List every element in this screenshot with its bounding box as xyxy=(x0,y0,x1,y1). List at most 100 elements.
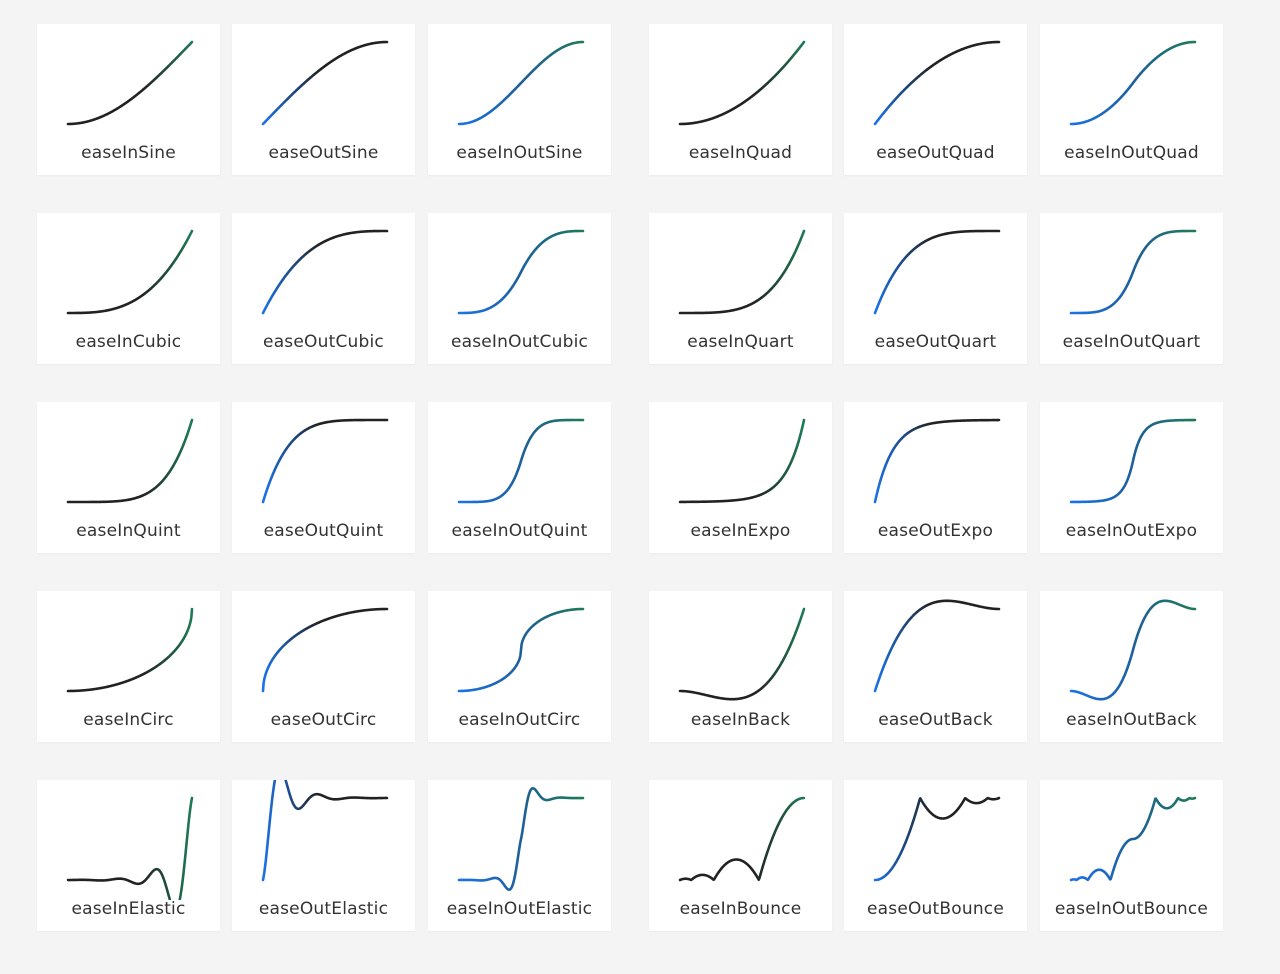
curve-plot xyxy=(457,787,585,891)
easing-curve xyxy=(457,787,585,891)
easing-curve xyxy=(873,418,1001,504)
easing-label: easeInOutCubic xyxy=(450,332,589,352)
curve-plot xyxy=(66,40,194,126)
easing-curve xyxy=(678,607,806,701)
easing-card[interactable]: easeInSine xyxy=(37,24,220,175)
easing-curve xyxy=(261,418,389,504)
easing-curve xyxy=(678,40,806,126)
curve-plot xyxy=(261,418,389,504)
easing-card[interactable]: easeInElastic xyxy=(37,780,220,931)
easing-label: easeInOutQuad xyxy=(1064,143,1199,163)
easing-card[interactable]: easeInOutBounce xyxy=(1040,780,1223,931)
easing-card[interactable]: easeInOutQuart xyxy=(1040,213,1223,364)
curve-plot xyxy=(873,229,1001,315)
easing-card[interactable]: easeInQuart xyxy=(649,213,832,364)
easing-card[interactable]: easeInQuad xyxy=(649,24,832,175)
curve-plot xyxy=(261,607,389,693)
curve-plot xyxy=(678,229,806,315)
easing-label: easeInQuart xyxy=(687,332,794,352)
easing-label: easeInElastic xyxy=(71,899,186,919)
easing-label: easeOutQuart xyxy=(874,332,997,352)
easing-curve xyxy=(457,607,585,693)
easing-card[interactable]: easeOutCirc xyxy=(232,591,415,742)
curve-plot xyxy=(1069,599,1197,701)
easing-label: easeOutQuint xyxy=(263,521,384,541)
easing-label: easeInOutExpo xyxy=(1065,521,1198,541)
easing-curve xyxy=(66,796,194,900)
easing-label: easeInQuint xyxy=(76,521,181,541)
easing-card[interactable]: easeInOutExpo xyxy=(1040,402,1223,553)
easing-card[interactable]: easeOutElastic xyxy=(232,780,415,931)
easing-card[interactable]: easeOutBounce xyxy=(844,780,1027,931)
easing-label: easeInOutElastic xyxy=(446,899,593,919)
easing-card[interactable]: easeOutQuad xyxy=(844,24,1027,175)
easing-card[interactable]: easeOutQuart xyxy=(844,213,1027,364)
easing-curve xyxy=(678,418,806,504)
easing-label: easeInOutQuint xyxy=(451,521,588,541)
easing-curve xyxy=(1069,40,1197,126)
easing-label: easeOutCubic xyxy=(263,332,384,352)
easing-label: easeInOutQuart xyxy=(1062,332,1201,352)
curve-plot xyxy=(66,796,194,900)
easing-curve xyxy=(261,780,389,882)
easing-curve xyxy=(873,229,1001,315)
easing-label: easeInOutSine xyxy=(456,143,583,163)
easing-card[interactable]: easeInBounce xyxy=(649,780,832,931)
easing-label: easeOutSine xyxy=(268,143,379,163)
easing-curve xyxy=(873,40,1001,126)
easing-label: easeInQuad xyxy=(688,143,793,163)
easing-label: easeInCirc xyxy=(83,710,174,730)
easing-curve xyxy=(678,229,806,315)
easing-label: easeInOutBack xyxy=(1066,710,1197,730)
curve-plot xyxy=(457,40,585,126)
curve-plot xyxy=(457,229,585,315)
easing-card[interactable]: easeInOutBack xyxy=(1040,591,1223,742)
easing-card[interactable]: easeInOutCubic xyxy=(428,213,611,364)
easing-card[interactable]: easeOutExpo xyxy=(844,402,1027,553)
easing-label: easeOutBack xyxy=(878,710,993,730)
easing-curve xyxy=(678,796,806,882)
curve-plot xyxy=(66,607,194,693)
curve-plot xyxy=(457,418,585,504)
curve-plot xyxy=(873,796,1001,882)
easing-card[interactable]: easeInOutQuint xyxy=(428,402,611,553)
easing-curve xyxy=(261,40,389,126)
easing-label: easeOutQuad xyxy=(876,143,995,163)
curve-plot xyxy=(261,780,389,882)
easing-card[interactable]: easeInBack xyxy=(649,591,832,742)
easing-card[interactable]: easeOutSine xyxy=(232,24,415,175)
curve-plot xyxy=(1069,229,1197,315)
easing-card[interactable]: easeInOutCirc xyxy=(428,591,611,742)
easing-card[interactable]: easeInQuint xyxy=(37,402,220,553)
easing-card[interactable]: easeInOutQuad xyxy=(1040,24,1223,175)
easing-card[interactable]: easeInCirc xyxy=(37,591,220,742)
easing-curve xyxy=(873,796,1001,882)
easing-card[interactable]: easeInCubic xyxy=(37,213,220,364)
curve-plot xyxy=(678,607,806,701)
curve-plot xyxy=(66,229,194,315)
curve-plot xyxy=(66,418,194,504)
easing-card[interactable]: easeOutQuint xyxy=(232,402,415,553)
easing-curve xyxy=(66,229,194,315)
easing-label: easeOutCirc xyxy=(270,710,377,730)
easing-label: easeOutBounce xyxy=(866,899,1005,919)
easing-curve xyxy=(457,418,585,504)
curve-plot xyxy=(873,599,1001,693)
easing-curve xyxy=(457,40,585,126)
easing-card[interactable]: easeOutCubic xyxy=(232,213,415,364)
easing-card[interactable]: easeInOutElastic xyxy=(428,780,611,931)
easing-label: easeInBack xyxy=(690,710,791,730)
easing-curve xyxy=(261,607,389,693)
easing-label: easeInOutBounce xyxy=(1054,899,1209,919)
curve-plot xyxy=(678,796,806,882)
curve-plot xyxy=(678,418,806,504)
easing-label: easeInExpo xyxy=(690,521,791,541)
easing-label: easeInCubic xyxy=(75,332,182,352)
easing-label: easeInBounce xyxy=(679,899,802,919)
easing-card[interactable]: easeInOutSine xyxy=(428,24,611,175)
easing-card[interactable]: easeOutBack xyxy=(844,591,1027,742)
easing-curve xyxy=(1069,796,1197,882)
easing-curve xyxy=(1069,418,1197,504)
easing-card[interactable]: easeInExpo xyxy=(649,402,832,553)
